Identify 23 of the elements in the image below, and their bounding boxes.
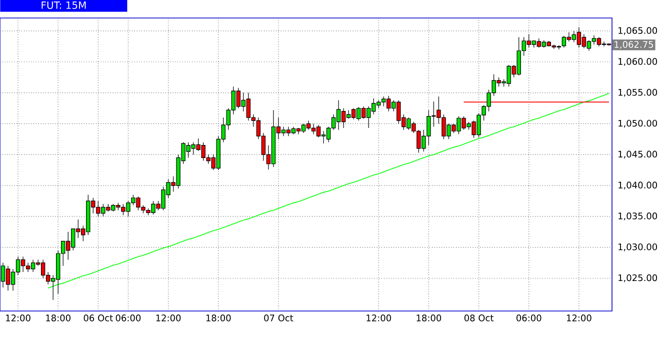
x-tick-label: 12:00 (566, 314, 592, 322)
text: 1,062.75 (614, 41, 653, 49)
y-tick-label: 1,050.00 (618, 120, 658, 128)
x-tick-label: 12:00 (156, 314, 181, 322)
y-tick-label: 1,025.00 (618, 274, 658, 282)
y-tick-label: 1,060.00 (618, 58, 658, 66)
x-tick-label: 18:00 (206, 314, 231, 322)
chart-title: FUT: 15M (42, 2, 86, 9)
y-tick-label: 1,030.00 (618, 243, 658, 252)
y-tick-label: 1,065.00 (618, 27, 658, 35)
x-tick-label: 18:00 (416, 314, 442, 322)
y-tick-label: 1,040.00 (618, 182, 658, 190)
x-tick-label: 08 Oct (464, 314, 494, 322)
y-tick-label: 1,035.00 (618, 212, 658, 220)
x-tick-label: 06 Oct (84, 314, 113, 322)
x-tick-label: 07 Oct (264, 314, 294, 322)
x-tick-label: 06:00 (516, 314, 542, 322)
x-tick-label: 18:00 (46, 314, 70, 322)
x-tick-label: 06:00 (116, 314, 141, 322)
x-tick-label: 12:00 (366, 314, 391, 322)
x-tick-label: 12:00 (6, 314, 30, 322)
y-tick-label: 1,045.00 (618, 150, 658, 158)
y-tick-label: 1,055.00 (618, 88, 658, 97)
